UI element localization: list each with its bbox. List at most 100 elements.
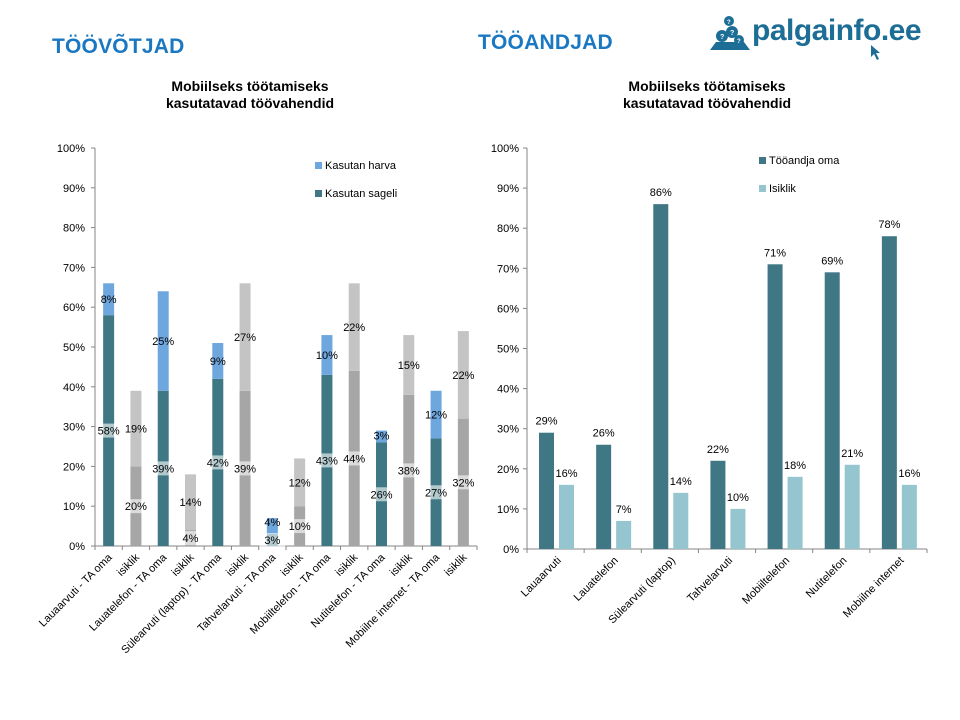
data-label-sageli: 42% xyxy=(207,457,229,469)
data-label-harva: 25% xyxy=(152,336,174,348)
data-label-bg xyxy=(204,455,231,470)
right-chart-title: Mobiilseks töötamiseks kasutatavad tööva… xyxy=(587,78,827,112)
data-label-bg xyxy=(341,451,368,466)
bar-employer-owned xyxy=(539,432,554,549)
bar-employer-owned xyxy=(767,264,783,549)
employers-grouped-bar-chart: 0% 10% 20% 30% 40% 50% 60% 70% 80% 90% 100% 29% 16% L… xyxy=(491,143,928,626)
x-category-label: Nutitelefon xyxy=(804,555,850,601)
data-label-harva: 12% xyxy=(289,477,311,489)
data-label-sageli: 58% xyxy=(98,426,120,438)
data-label-employer-owned: 26% xyxy=(593,428,615,440)
palgainfo-logo[interactable]: ? ? ? ? palgainfo.ee xyxy=(708,10,938,60)
data-label-personal: 16% xyxy=(898,468,920,480)
data-label-bg xyxy=(450,475,477,490)
left-chart-title: Mobiilseks töötamiseks kasutatavad tööva… xyxy=(130,78,370,112)
x-category-label: Mobiilne internet xyxy=(841,555,907,621)
bar-personal xyxy=(844,464,860,549)
bar-harva xyxy=(457,331,469,419)
bar-personal xyxy=(901,484,917,549)
data-label-harva: 10% xyxy=(316,350,338,362)
data-label-employer-owned: 86% xyxy=(650,187,672,199)
data-label-sageli: 43% xyxy=(316,455,338,467)
x-category-label: Lauaarvuti xyxy=(519,555,564,600)
legend-swatch xyxy=(759,185,766,192)
bar-personal xyxy=(673,492,689,549)
y-tick-label: 70% xyxy=(63,262,85,274)
bar-employer-owned xyxy=(596,444,612,549)
bar-harva xyxy=(157,291,169,391)
coins-icon: ? ? ? ? xyxy=(710,16,750,50)
right-chart-title-line2: kasutatavad töövahendid xyxy=(622,95,792,111)
data-label-sageli: 44% xyxy=(343,453,365,465)
y-tick-label: 0% xyxy=(503,544,519,556)
bar-employer-owned xyxy=(653,204,669,549)
y-tick-label: 20% xyxy=(63,461,85,473)
bar-harva xyxy=(403,335,415,395)
bar-harva xyxy=(430,390,442,439)
bar-personal xyxy=(559,484,574,549)
data-label-sageli: 4% xyxy=(183,533,199,545)
data-label-harva: 3% xyxy=(374,431,390,443)
data-label-sageli: 10% xyxy=(289,521,311,533)
data-label-bg xyxy=(313,453,340,468)
x-category-label: Mobiiltelefon xyxy=(740,555,792,607)
y-tick-label: 60% xyxy=(63,302,85,314)
y-tick-label: 10% xyxy=(497,504,519,516)
data-label-harva: 8% xyxy=(101,294,117,306)
svg-text:?: ? xyxy=(730,30,734,37)
employees-section-title: TÖÖVÕTJAD xyxy=(52,35,185,58)
logo-text: palgainfo.ee xyxy=(752,14,922,47)
data-label-personal: 16% xyxy=(555,468,577,480)
data-label-sageli: 32% xyxy=(452,477,474,489)
data-label-harva: 4% xyxy=(264,517,280,529)
bar-harva xyxy=(376,430,387,443)
y-tick-label: 60% xyxy=(497,303,519,315)
y-tick-label: 100% xyxy=(491,143,519,155)
data-label-employer-owned: 69% xyxy=(821,255,843,267)
legend-label: Kasutan sageli xyxy=(325,188,397,200)
y-tick-label: 40% xyxy=(497,384,519,396)
x-category-label: Tahvelarvuti xyxy=(685,555,735,605)
data-label-bg xyxy=(95,423,122,438)
legend-swatch xyxy=(315,162,322,169)
left-chart-title-line1: Mobiilseks töötamiseks xyxy=(171,78,329,94)
data-label-personal: 18% xyxy=(784,460,806,472)
bar-harva xyxy=(321,335,333,375)
employers-section-title: TÖÖANDJAD xyxy=(478,31,613,54)
y-tick-label: 90% xyxy=(63,183,85,195)
data-label-bg xyxy=(423,485,450,500)
y-tick-label: 70% xyxy=(497,263,519,275)
bar-personal xyxy=(787,476,803,549)
bar-harva xyxy=(185,474,196,531)
y-tick-label: 30% xyxy=(63,422,85,434)
data-label-sageli: 3% xyxy=(264,535,280,547)
data-label-sageli: 20% xyxy=(125,501,147,513)
y-tick-label: 50% xyxy=(63,342,85,354)
bar-personal xyxy=(616,520,632,549)
data-label-harva: 14% xyxy=(179,497,201,509)
y-tick-label: 10% xyxy=(63,501,85,513)
cursor-icon xyxy=(871,45,880,60)
x-category-label: Lauatelefon xyxy=(572,555,621,604)
y-tick-label: 30% xyxy=(497,424,519,436)
data-label-personal: 21% xyxy=(841,448,863,460)
svg-text:?: ? xyxy=(720,34,724,41)
data-label-employer-owned: 78% xyxy=(878,219,900,231)
x-category-label: isiklik xyxy=(442,551,469,578)
data-label-sageli: 38% xyxy=(398,465,420,477)
data-label-bg xyxy=(177,531,204,546)
bar-harva xyxy=(103,283,115,316)
y-tick-label: 50% xyxy=(497,344,519,356)
y-tick-label: 0% xyxy=(69,541,85,553)
legend-swatch xyxy=(315,190,322,197)
data-label-employer-owned: 71% xyxy=(764,247,786,259)
svg-text:?: ? xyxy=(737,39,741,45)
data-label-sageli: 26% xyxy=(370,489,392,501)
data-label-harva: 9% xyxy=(210,356,226,368)
data-label-bg xyxy=(395,463,422,478)
bar-employer-owned xyxy=(881,236,897,549)
data-label-harva: 22% xyxy=(343,322,365,334)
data-label-personal: 7% xyxy=(616,504,632,516)
y-tick-label: 90% xyxy=(497,183,519,195)
data-label-bg xyxy=(122,499,149,514)
